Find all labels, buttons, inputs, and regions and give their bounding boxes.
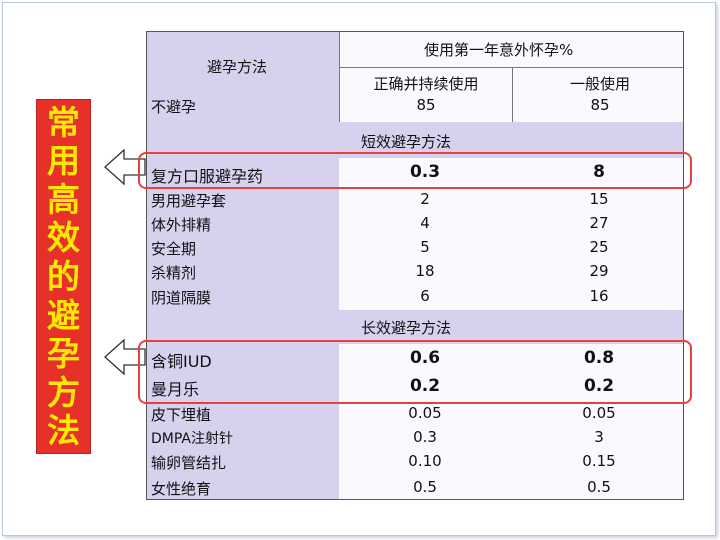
correct-value: 2 (420, 190, 430, 208)
correct-value: 0.05 (408, 404, 442, 422)
side-label-common-effective-methods: 常 用 高 效 的 避 孕 方 法 (36, 99, 91, 454)
typical-value: 0.05 (582, 404, 616, 422)
long-section-band: 长效避孕方法 (147, 310, 683, 344)
header-rate-title: 使用第一年意外怀孕% (424, 41, 574, 59)
method-name: 体外排精 (151, 216, 212, 234)
arrow-left-icon (104, 338, 146, 376)
short-rows-value-bg (339, 158, 683, 310)
method-name: 安全期 (151, 240, 197, 258)
method-name: 皮下埋植 (151, 406, 212, 424)
no-contraception-name: 不避孕 (151, 98, 197, 116)
correct-value: 0.5 (413, 478, 437, 496)
side-char: 常 (47, 102, 80, 142)
method-name: 阴道隔膜 (151, 289, 212, 307)
side-char: 法 (47, 411, 80, 451)
side-char: 方 (47, 372, 80, 412)
correct-value: 0.6 (409, 348, 441, 368)
correct-value: 0.10 (408, 452, 442, 470)
typical-value: 16 (589, 287, 609, 305)
header-correct-cell: 正确并持续使用 85 (339, 68, 512, 122)
typical-value: 8 (593, 162, 605, 182)
correct-value: 6 (420, 287, 430, 305)
header-typical-cell: 一般使用 85 (512, 68, 683, 122)
short-section-title: 短效避孕方法 (361, 133, 452, 151)
typical-value: 0.15 (582, 452, 616, 470)
correct-value: 5 (420, 238, 430, 256)
header-col-typical: 一般使用 (569, 75, 630, 93)
long-rows-label-bg (147, 344, 339, 499)
no-contraception-correct: 85 (416, 96, 436, 114)
side-char: 高 (47, 179, 80, 219)
method-name: 杀精剂 (151, 264, 197, 282)
highlight-box-oral-pill (138, 152, 692, 189)
correct-value: 18 (415, 262, 435, 280)
header-rate-cell: 使用第一年意外怀孕% (339, 32, 683, 68)
side-char: 的 (47, 256, 80, 296)
method-name: 男用避孕套 (151, 192, 227, 210)
header-col-correct: 正确并持续使用 (373, 75, 479, 93)
header-method-cell: 避孕方法 不避孕 (147, 32, 339, 122)
correct-value: 4 (420, 214, 430, 232)
method-name: 含铜IUD (151, 352, 212, 371)
correct-value: 0.2 (409, 376, 441, 396)
no-contraception-typical: 85 (590, 96, 610, 114)
method-name: DMPA注射针 (151, 431, 233, 447)
side-char: 避 (47, 295, 80, 335)
contraception-failure-table: 避孕方法 不避孕 使用第一年意外怀孕% 正确并持续使用 85 一般使用 85 短… (146, 31, 684, 500)
arrow-left-icon (104, 148, 146, 186)
long-rows-value-bg (339, 344, 683, 499)
method-name: 输卵管结扎 (151, 454, 227, 472)
header-method: 避孕方法 (207, 58, 268, 76)
typical-value: 15 (589, 190, 609, 208)
typical-value: 3 (594, 428, 604, 446)
long-section-title: 长效避孕方法 (361, 319, 452, 337)
side-char: 效 (47, 218, 80, 258)
short-rows-label-bg (147, 158, 339, 310)
correct-value: 0.3 (409, 162, 441, 182)
typical-value: 0.8 (583, 348, 615, 368)
method-name: 曼月乐 (151, 380, 200, 399)
side-char: 孕 (47, 334, 80, 374)
correct-value: 0.3 (413, 428, 437, 446)
typical-value: 25 (589, 238, 609, 256)
side-char: 用 (47, 141, 80, 181)
method-name: 复方口服避孕药 (151, 167, 264, 186)
typical-value: 29 (589, 262, 609, 280)
method-name: 女性绝育 (151, 480, 212, 498)
typical-value: 0.5 (587, 478, 611, 496)
typical-value: 0.2 (583, 376, 615, 396)
highlight-box-iud-levonorgestrel (138, 340, 692, 404)
typical-value: 27 (589, 214, 609, 232)
